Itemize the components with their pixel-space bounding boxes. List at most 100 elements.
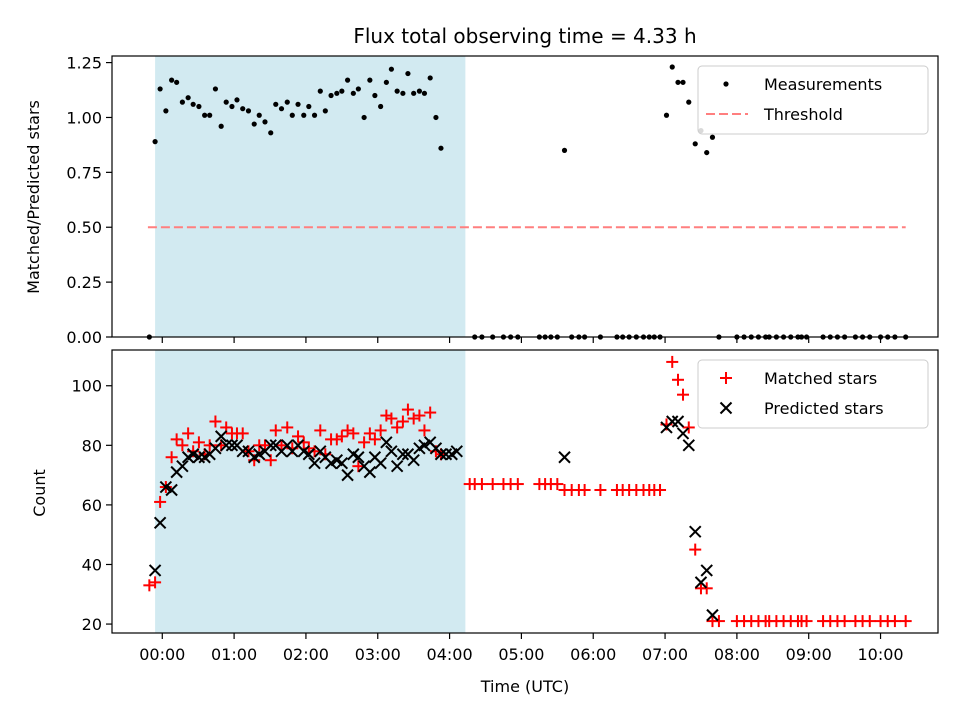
x-tick-label: 01:00 (211, 645, 257, 664)
measurement-point (207, 112, 213, 118)
bottom-y-tick-label: 100 (71, 377, 102, 396)
top-y-tick-label: 0.00 (66, 328, 102, 347)
measurement-point (301, 112, 307, 118)
measurement-point (322, 108, 328, 114)
measurement-point (169, 77, 175, 83)
x-tick-label: 04:00 (427, 645, 473, 664)
measurement-point (669, 64, 675, 70)
measurement-point (438, 145, 444, 151)
matched-star-point (551, 478, 564, 491)
matched-star-point (358, 436, 371, 449)
matched-star-point (654, 484, 667, 497)
measurement-point (334, 90, 340, 96)
measurement-point (268, 130, 274, 136)
measurement-point (295, 101, 301, 107)
measurement-point (240, 106, 246, 112)
predicted-star-point (214, 430, 228, 443)
predicted-star-point (385, 445, 398, 458)
bottom-y-tick-label: 80 (82, 436, 102, 455)
matched-star-point (292, 430, 305, 443)
predicted-star-point (671, 415, 685, 428)
matched-star-point (666, 355, 679, 368)
predicted-star-point (219, 439, 233, 452)
measurement-point (163, 108, 169, 114)
predicted-star-point (666, 415, 679, 428)
matched-star-point (368, 433, 381, 446)
matched-star-point (176, 439, 189, 452)
predicted-star-point (374, 456, 387, 470)
measurement-point (383, 79, 389, 85)
legend-label: Matched stars (764, 369, 877, 388)
predicted-star-point (352, 451, 365, 464)
x-tick-label: 08:00 (714, 645, 760, 664)
measurement-point (212, 86, 219, 92)
measurement-point (686, 99, 692, 105)
matched-star-point (380, 409, 393, 422)
predicted-star-point (335, 456, 349, 470)
matched-star-point (352, 460, 365, 473)
predicted-star-point (450, 445, 463, 458)
measurement-point (190, 101, 196, 107)
measurement-point (361, 114, 367, 121)
matched-star-point (165, 451, 178, 464)
measurement-point (692, 141, 698, 147)
matched-star-point (888, 615, 901, 628)
matched-star-point (374, 424, 387, 437)
measurement-point (152, 139, 158, 145)
measurement-point (433, 114, 439, 121)
measurement-point (234, 97, 240, 103)
bottom-plot: 20 40 60 80 100 00:00 01:00 02:00 03:00 04:00 05:0… (71, 349, 939, 664)
top-legend: Measurements Threshold (697, 65, 929, 135)
bottom-y-tick-label: 60 (82, 496, 102, 515)
predicted-star-point (209, 442, 222, 455)
measurement-point (157, 86, 163, 92)
predicted-star-point (308, 456, 321, 470)
predicted-star-point (694, 576, 708, 589)
measurement-point (372, 92, 378, 99)
measurement-point (663, 112, 670, 118)
matched-star-point (363, 427, 376, 440)
measurement-point (411, 90, 417, 96)
measurement-point (273, 101, 279, 107)
predicted-star-point (380, 436, 393, 449)
measurement-point (306, 103, 312, 110)
predicted-star-point (682, 439, 695, 452)
matched-star-point (578, 484, 591, 497)
top-y-tick-label: 0.75 (66, 163, 102, 182)
matched-star-point (800, 615, 813, 628)
measurement-point (262, 119, 268, 125)
predicted-star-point (192, 451, 206, 464)
predicted-star-point (706, 608, 719, 622)
matched-star-point (689, 543, 702, 556)
matched-star-point (511, 478, 524, 491)
measurement-point (196, 103, 202, 110)
predicted-star-point (302, 448, 316, 461)
matched-star-point (677, 388, 690, 401)
predicted-star-point (676, 427, 690, 440)
measurement-point (388, 66, 395, 72)
legend-label: Measurements (764, 75, 882, 94)
x-tick-label: 10:00 (857, 645, 903, 664)
measurement-point (680, 79, 686, 85)
legend-matched-marker (720, 372, 732, 384)
measurement-point (229, 103, 235, 110)
matched-star-point (385, 412, 398, 425)
matched-star-point (712, 615, 725, 628)
matched-star-point (275, 439, 288, 452)
predicted-star-point (363, 465, 377, 479)
matched-star-point (863, 615, 876, 628)
predicted-star-point (396, 448, 410, 461)
measurement-point (245, 108, 252, 114)
bottom-axes-frame (111, 349, 939, 634)
top-plot: 0.00 0.25 0.50 0.75 1.00 1.25 Measurements Thre… (66, 54, 939, 347)
x-tick-label: 00:00 (139, 645, 185, 664)
predicted-star-point (153, 516, 167, 529)
matched-star-point (149, 576, 162, 589)
measurement-point (367, 77, 373, 83)
bottom-y-tick-label: 40 (82, 555, 102, 574)
measurement-point (339, 88, 345, 94)
predicted-star-point (434, 448, 448, 461)
predicted-star-point (700, 564, 713, 577)
measurement-point (251, 121, 257, 127)
matched-star-point (335, 430, 348, 443)
